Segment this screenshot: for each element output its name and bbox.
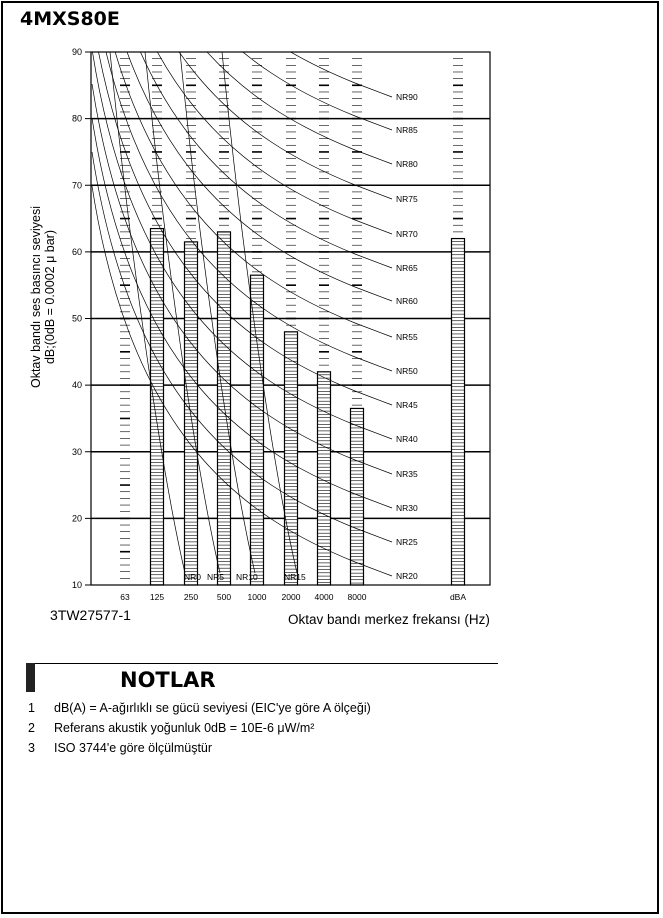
x-tick-label: 4000 (315, 592, 334, 602)
y-tick-label: 60 (72, 247, 82, 257)
y-tick-label: 50 (72, 314, 82, 324)
x-tick-label: 8000 (348, 592, 367, 602)
nr-curve (290, 52, 393, 98)
y-axis-title: Oktav bandı ses basıncı seviyesi dB;(0dB… (29, 87, 57, 507)
nr-curve (91, 185, 393, 577)
nr-curve-label: NR55 (396, 332, 418, 342)
x-tick-label: 250 (184, 592, 198, 602)
y-tick-label: 10 (72, 580, 82, 590)
x-tick-label: 2000 (282, 592, 301, 602)
nr-curve (114, 52, 393, 338)
nr-curve-label: NR45 (396, 400, 418, 410)
nr-curve-label: NR85 (396, 125, 418, 135)
nr-curve-label: NR75 (396, 194, 418, 204)
nr-curve (144, 52, 221, 574)
nr-curve (157, 52, 393, 235)
notes-marker (26, 663, 35, 692)
x-tick-label: dBA (450, 592, 466, 602)
nr-bottom-label: NR5 (207, 572, 224, 582)
reference-code: 3TW27577-1 (50, 607, 131, 623)
note-number: 1 (28, 701, 35, 715)
nr-curve-label: NR35 (396, 469, 418, 479)
nr-curve (98, 52, 393, 406)
nr-curve (126, 52, 393, 302)
nr-curve (178, 52, 393, 200)
x-tick-label: 500 (217, 592, 231, 602)
nr-curve (109, 52, 186, 574)
nr-curve-label: NR90 (396, 92, 418, 102)
nr-curve-label: NR30 (396, 503, 418, 513)
nr-curve (140, 52, 393, 269)
nr-curve-label: NR20 (396, 571, 418, 581)
x-tick-label: 63 (120, 592, 130, 602)
note-text: dB(A) = A-ağırlıklı se gücü seviyesi (EI… (54, 701, 371, 715)
y-tick-label: 20 (72, 513, 82, 523)
y-tick-label: 70 (72, 180, 82, 190)
nr-curve-label: NR40 (396, 434, 418, 444)
nr-curve-label: NR65 (396, 263, 418, 273)
plot-border (90, 51, 491, 586)
x-axis-title: Oktav bandı merkez frekansı (Hz) (288, 612, 490, 627)
y-tick-label: 90 (72, 47, 82, 57)
nr-curve (242, 52, 393, 131)
note-number: 2 (28, 721, 35, 735)
nr-bottom-label: NR15 (284, 572, 306, 582)
note-number: 3 (28, 741, 35, 755)
nr-curve-label: NR80 (396, 159, 418, 169)
bar (450, 237, 466, 586)
x-tick-label: 125 (150, 592, 164, 602)
nr-curve (92, 52, 393, 440)
nr-bottom-label: NR10 (236, 572, 258, 582)
note-text: ISO 3744'e göre ölçülmüştür (54, 741, 213, 755)
nr-curve (221, 52, 298, 574)
nr-curve (91, 83, 393, 475)
y-tick-label: 30 (72, 447, 82, 457)
nr-curves (91, 52, 393, 577)
nr-curve (91, 151, 393, 543)
y-tick-label: 80 (72, 114, 82, 124)
nr-curve-label: NR50 (396, 366, 418, 376)
model-title: 4MXS80E (20, 8, 120, 30)
notes-title: NOTLAR (120, 668, 216, 692)
nr-bottom-label: NR0 (184, 572, 201, 582)
nr-curve (179, 52, 256, 574)
x-tick-label: 1000 (248, 592, 267, 602)
y-axis-title-line1: Oktav bandı ses basıncı seviyesi (29, 205, 43, 389)
noise-chart: 10 20 30 40 50 60 70 80 90 NR90 NR85 NR80 NR75 NR70 NR… (72, 47, 491, 602)
y-tick-label: 40 (72, 380, 82, 390)
nr-curve (105, 52, 393, 372)
note-text: Referans akustik yoğunluk 0dB = 10E-6 μW… (54, 721, 315, 735)
nr-curve (91, 117, 393, 509)
nr-curve-label: NR25 (396, 537, 418, 547)
nr-curve-label: NR60 (396, 296, 418, 306)
y-axis-title-line2: dB;(0dB = 0.0002 μ bar) (43, 229, 57, 365)
nr-curve-label: NR70 (396, 229, 418, 239)
notes-divider (35, 663, 498, 664)
nr-curve (206, 52, 393, 165)
